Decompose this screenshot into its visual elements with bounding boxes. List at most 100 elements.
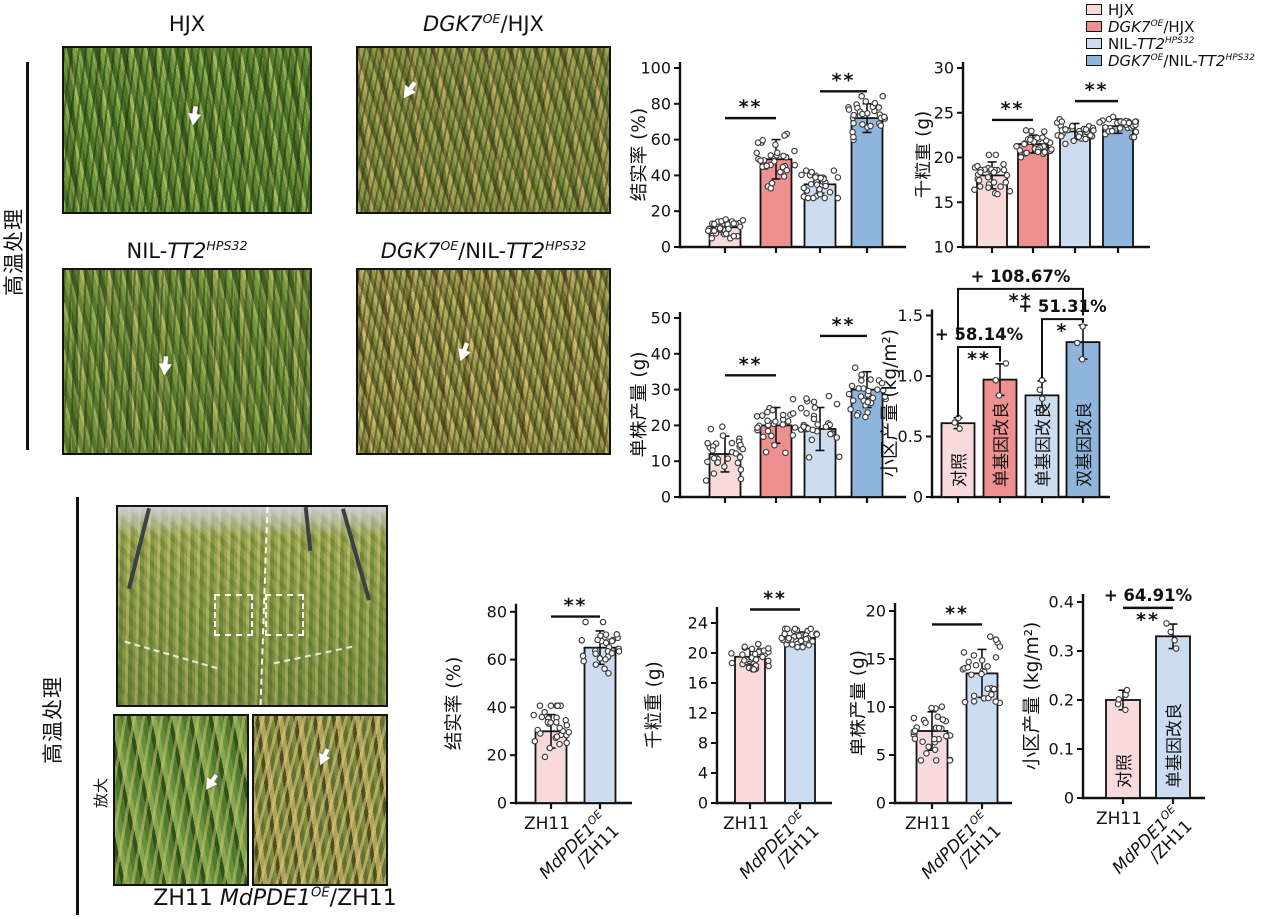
svg-text:单株产量 (g): 单株产量 (g) — [850, 650, 869, 756]
legend-swatch-dgk7nil — [1086, 55, 1102, 66]
svg-text:0.5: 0.5 — [898, 427, 923, 446]
svg-text:*: * — [1057, 320, 1069, 342]
svg-text:+ 58.14%: + 58.14% — [935, 325, 1024, 344]
svg-text:**: ** — [1009, 290, 1033, 312]
arrow-icon — [390, 73, 426, 110]
svg-text:80: 80 — [487, 602, 507, 621]
svg-text:**: ** — [564, 595, 588, 617]
svg-text:10: 10 — [866, 698, 886, 717]
chart-thousand-grain-weight-bottom: 0 4 8 12 16 20 24 千粒重 (g) ** ZH11 MdPDE1OE/ZH11 — [640, 582, 852, 919]
svg-text:0.4: 0.4 — [1049, 593, 1074, 612]
chart-thousand-grain-weight-top: 10 15 20 25 30 千粒重 (g) ** ** — [913, 30, 1267, 282]
svg-text:ZH11: ZH11 — [524, 814, 570, 834]
svg-text:0: 0 — [661, 488, 671, 507]
legend-item-nil: NIL-TT2HPS32 — [1086, 34, 1255, 53]
greenhouse-pole — [340, 508, 371, 601]
legend-swatch-dgk7 — [1086, 21, 1102, 32]
svg-text:**: ** — [1136, 609, 1160, 631]
svg-text:5: 5 — [876, 746, 886, 765]
svg-text:ZH11: ZH11 — [905, 814, 951, 834]
chart-plot-yield-bottom: 0 0.1 0.2 0.3 0.4 小区产量 (kg/m²) 对照 单基因改良 + 64.91%… — [1020, 578, 1267, 919]
legend-label: DGK7OE/HJX — [1108, 17, 1195, 36]
svg-text:单基因改良: 单基因改良 — [992, 402, 1012, 487]
svg-text:20: 20 — [487, 746, 507, 765]
svg-text:100: 100 — [640, 59, 671, 78]
chart-canvas-t1: 0 20 40 60 80 100 结实率 (%) ** ** — [629, 59, 906, 257]
svg-text:ZH11: ZH11 — [1096, 809, 1142, 829]
greenhouse-pole — [126, 507, 151, 590]
chart-canvas-t2: 10 15 20 25 30 千粒重 (g) ** ** — [913, 59, 1150, 257]
photo-nil-tt2 — [62, 268, 312, 455]
svg-text:25: 25 — [934, 103, 954, 122]
svg-text:0.3: 0.3 — [1049, 642, 1074, 661]
svg-text:15: 15 — [934, 193, 954, 212]
section-label-top-heat-treatment: 高温处理 — [2, 208, 26, 296]
svg-text:结实率 (%): 结实率 (%) — [630, 108, 650, 201]
photo-dgk7-hjx — [356, 46, 611, 214]
svg-text:20: 20 — [866, 602, 886, 621]
svg-text:0: 0 — [698, 794, 708, 813]
svg-text:12: 12 — [688, 704, 708, 723]
svg-text:结实率 (%): 结实率 (%) — [444, 657, 465, 750]
dashed-zoom-box-right — [265, 594, 305, 636]
svg-text:40: 40 — [651, 166, 671, 185]
svg-text:+ 64.91%: + 64.91% — [1104, 586, 1193, 605]
dashed-zoom-box-left — [214, 594, 254, 636]
photo-label-hjx: HJX — [168, 12, 206, 36]
svg-text:**: ** — [945, 602, 969, 624]
svg-text:8: 8 — [698, 734, 708, 753]
svg-text:30: 30 — [651, 380, 671, 399]
svg-text:ZH11: ZH11 — [723, 814, 769, 834]
svg-text:50: 50 — [651, 309, 671, 328]
svg-text:+ 51.31%: + 51.31% — [1018, 297, 1107, 316]
chart-plot-yield-top: 0 0.5 1.0 1.5 小区产量 (kg/m²) 对照 单基因改良 单基因改良 双基因改良 +… — [880, 262, 1267, 562]
arrow-icon — [447, 336, 479, 371]
svg-text:0: 0 — [661, 238, 671, 257]
svg-text:20: 20 — [651, 416, 671, 435]
photo-label-nil-tt2: NIL-TT2HPS32 — [126, 238, 248, 263]
section-bracket-top — [26, 62, 29, 450]
dashed-line — [124, 640, 219, 669]
legend-item-dgk7: DGK7OE/HJX — [1086, 17, 1255, 36]
legend-label: HJX — [1108, 0, 1134, 19]
photo-label-dgk7-nil-tt2: DGK7OE/NIL-TT2HPS32 — [380, 238, 587, 263]
arrow-icon — [308, 743, 339, 776]
svg-text:**: ** — [763, 588, 787, 610]
legend-label: NIL-TT2HPS32 — [1108, 34, 1195, 53]
svg-text:**: ** — [1085, 79, 1109, 101]
photo-closeup-zh11 — [113, 714, 249, 886]
legend: HJX DGK7OE/HJX NIL-TT2HPS32 DGK7OE/NIL-TT2H… — [1086, 0, 1255, 70]
arrow-icon — [180, 102, 208, 133]
svg-text:单基因改良: 单基因改良 — [1034, 402, 1054, 487]
svg-text:0: 0 — [1064, 789, 1074, 808]
svg-text:千粒重 (g): 千粒重 (g) — [644, 661, 665, 749]
photo-greenhouse-field — [116, 505, 388, 707]
svg-text:小区产量 (kg/m²): 小区产量 (kg/m²) — [880, 329, 901, 477]
svg-text:对照: 对照 — [950, 453, 970, 487]
chart-canvas-t4: 0 0.5 1.0 1.5 小区产量 (kg/m²) 对照 单基因改良 单基因改良 双基因改良 +… — [880, 267, 1110, 507]
svg-text:**: ** — [739, 353, 763, 375]
svg-text:1.5: 1.5 — [898, 306, 923, 325]
chart-yield-per-plant-top: 0 10 20 30 40 50 单株产量 (g) ** ** — [629, 288, 930, 565]
svg-text:双基因改良: 双基因改良 — [1075, 402, 1095, 487]
svg-text:0.2: 0.2 — [1049, 691, 1074, 710]
chart-seed-setting-rate-bottom: 0 20 40 60 80 结实率 (%) ** ZH11 MdPDE1OE/ZH11 — [440, 582, 652, 919]
svg-text:+ 108.67%: + 108.67% — [971, 267, 1071, 286]
chart-canvas-t3: 0 10 20 30 40 50 单株产量 (g) ** ** — [629, 309, 906, 507]
svg-text:1.0: 1.0 — [898, 367, 923, 386]
dashed-line — [274, 645, 354, 664]
svg-text:10: 10 — [651, 452, 671, 471]
svg-text:10: 10 — [934, 238, 954, 257]
section-label-bottom-heat-treatment: 高温处理 — [41, 676, 65, 764]
svg-text:30: 30 — [934, 59, 954, 78]
svg-text:16: 16 — [688, 674, 708, 693]
zoom-in-label: 放大 — [91, 778, 110, 809]
svg-text:80: 80 — [651, 94, 671, 113]
legend-item-hjx: HJX — [1086, 0, 1255, 19]
photo-dgk7-nil-tt2 — [356, 268, 611, 455]
svg-text:20: 20 — [934, 148, 954, 167]
svg-text:单基因改良: 单基因改良 — [1165, 703, 1185, 788]
